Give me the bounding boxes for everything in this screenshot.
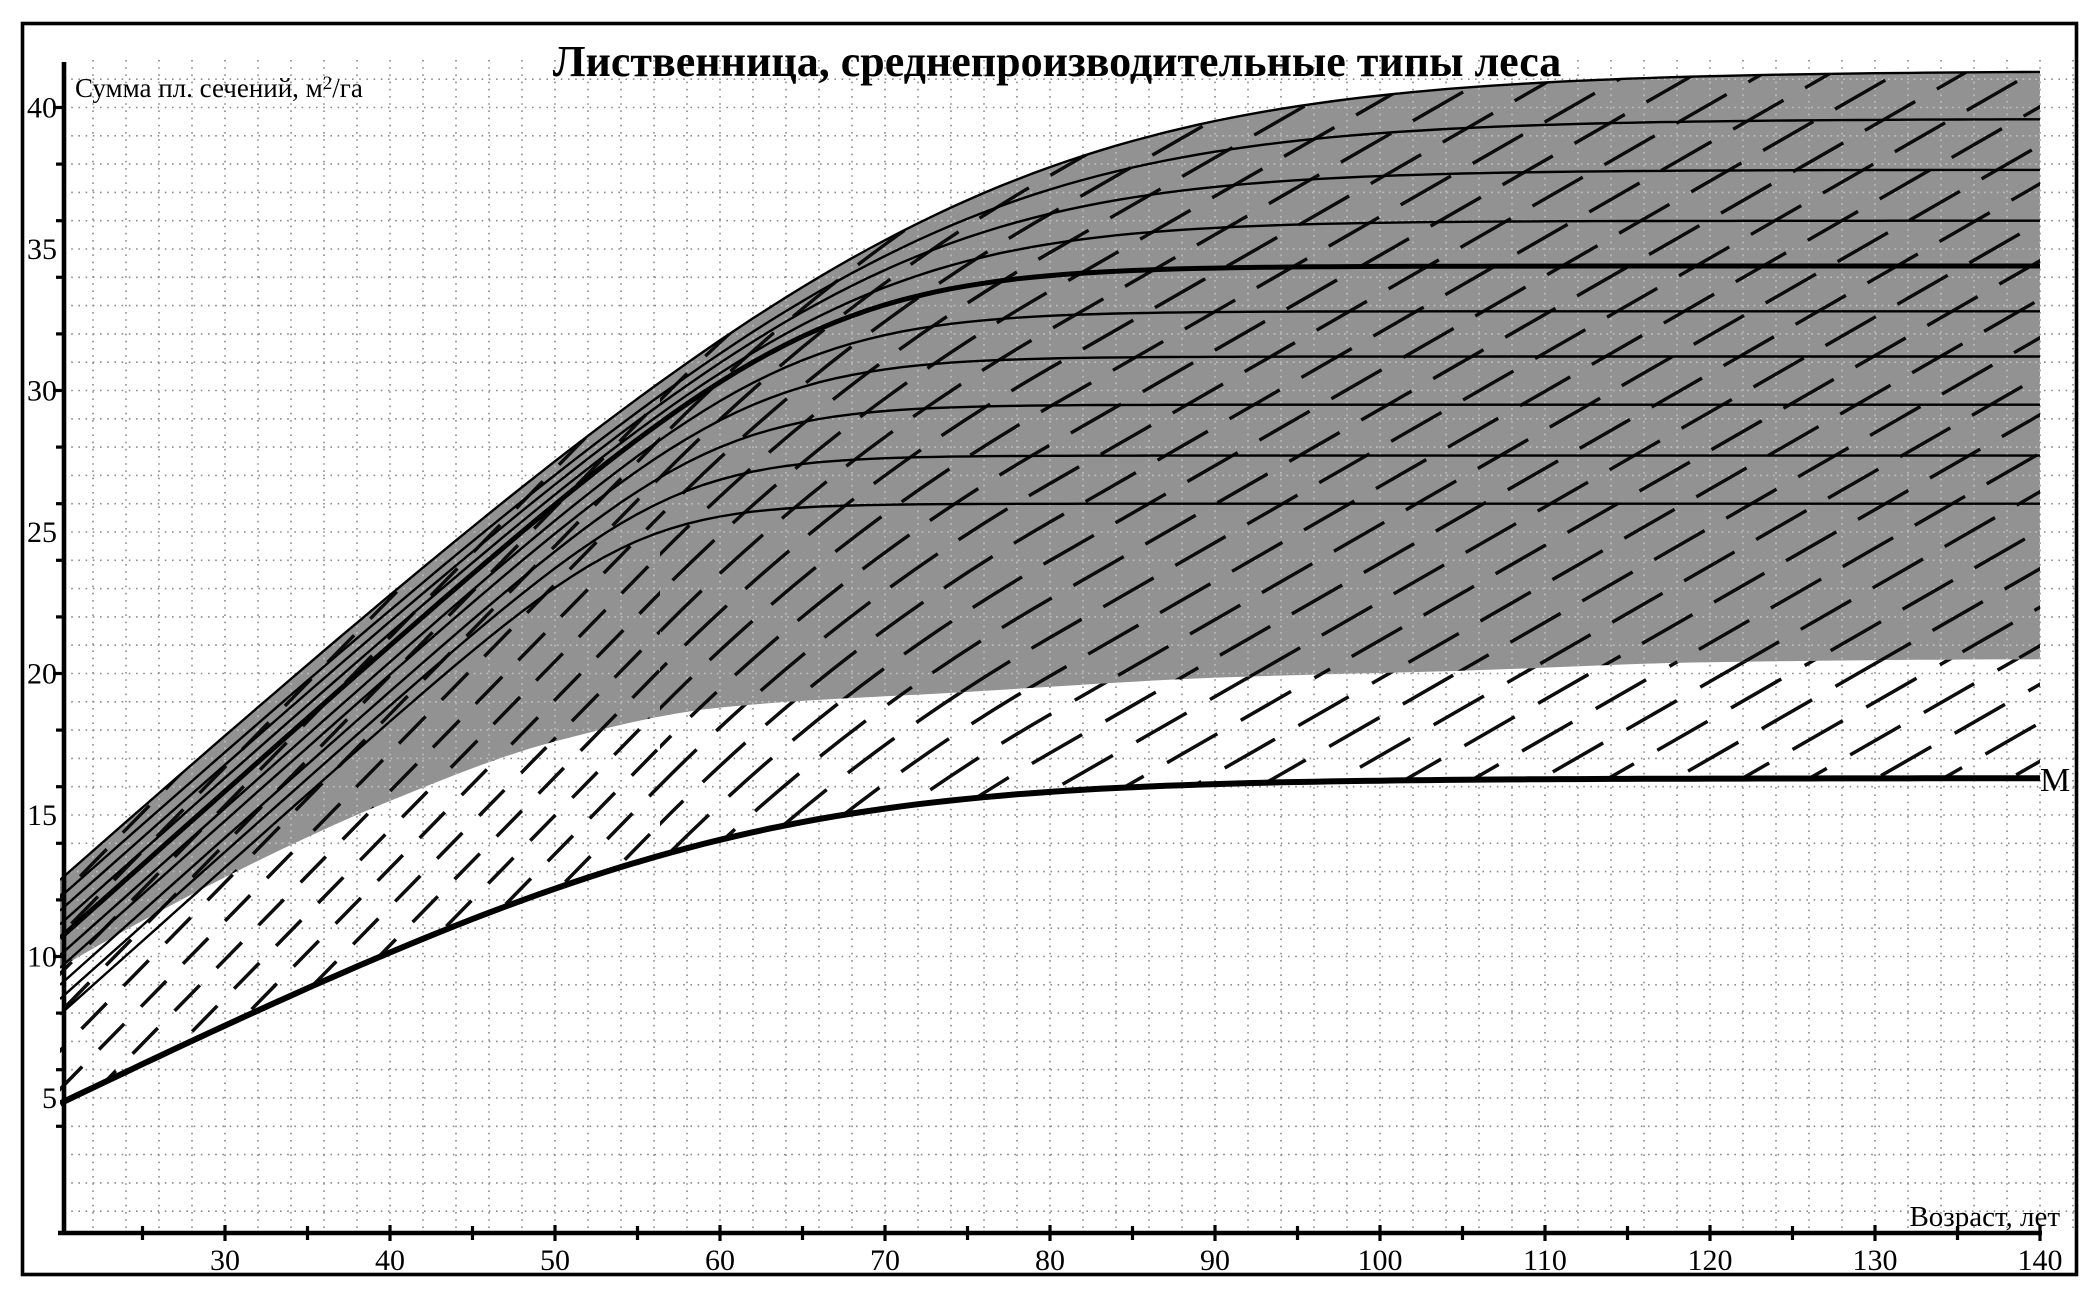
svg-text:40: 40: [27, 92, 57, 125]
svg-text:50: 50: [540, 1244, 570, 1277]
svg-text:Сумма пл. сечений, м2/га: Сумма пл. сечений, м2/га: [75, 73, 363, 103]
svg-text:120: 120: [1688, 1244, 1733, 1277]
svg-text:Лиственница, среднепроизводите: Лиственница, среднепроизводительные типы…: [553, 37, 1562, 86]
svg-text:5: 5: [42, 1082, 57, 1115]
svg-text:30: 30: [27, 375, 57, 408]
svg-text:90: 90: [1200, 1244, 1230, 1277]
svg-text:Возраст, лет: Возраст, лет: [1909, 1201, 2060, 1233]
svg-text:140: 140: [2018, 1244, 2063, 1277]
svg-text:10: 10: [27, 941, 57, 974]
svg-text:М: М: [2040, 762, 2070, 799]
svg-text:15: 15: [27, 799, 57, 832]
svg-text:80: 80: [1035, 1244, 1065, 1277]
svg-text:40: 40: [375, 1244, 405, 1277]
svg-text:130: 130: [1853, 1244, 1898, 1277]
svg-text:70: 70: [870, 1244, 900, 1277]
svg-text:20: 20: [27, 658, 57, 691]
svg-text:30: 30: [210, 1244, 240, 1277]
svg-text:60: 60: [705, 1244, 735, 1277]
svg-text:110: 110: [1523, 1244, 1567, 1277]
svg-text:100: 100: [1358, 1244, 1403, 1277]
svg-text:35: 35: [27, 233, 57, 266]
svg-text:25: 25: [27, 516, 57, 549]
